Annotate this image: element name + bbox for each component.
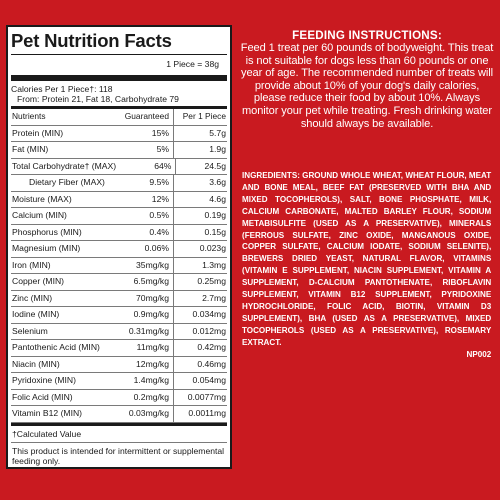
disclaimer: This product is intended for intermitten… [12,445,225,467]
footnote: †Calculated Value [11,426,227,443]
nutrient-rows: Protein (MIN) 15% 5.7g Fat (MIN) 5% 1.9g Total… [11,125,227,423]
serving-size: 1 Piece = 38g [166,59,219,69]
medium-divider [11,106,227,109]
nutrition-title: Pet Nutrition Facts [11,30,227,55]
table-row: Dietary Fiber (MAX) 9.5% 3.6g [11,175,227,192]
nutrient-name: Fat (MIN) [12,144,49,154]
table-row: Iodine (MIN) 0.9mg/kg 0.034mg [11,307,227,324]
calories-breakdown: From: Protein 21, Fat 18, Carbohydrate 7… [17,94,179,104]
nutrient-name: Protein (MIN) [12,127,64,138]
ingredients-label: INGREDIENTS: [242,170,300,180]
guaranteed-value: 9.5% [111,175,174,191]
guaranteed-value: 12mg/kg [111,356,174,372]
guaranteed-value: 5% [111,142,174,158]
table-row: Folic Acid (MIN) 0.2mg/kg 0.0077mg [11,389,227,406]
guaranteed-value: 0.4% [111,224,174,240]
per-piece-value: 0.19g [204,210,226,220]
nutrient-name: Pyridoxine (MIN) [12,375,76,385]
table-row: Iron (MIN) 35mg/kg 1.3mg [11,257,227,274]
table-row: Vitamin B12 (MIN) 0.03mg/kg 0.0011mg [11,406,227,423]
table-row: Niacin (MIN) 12mg/kg 0.46mg [11,356,227,373]
footer-divider [11,422,227,426]
guaranteed-value: 0.5% [111,208,174,224]
feeding-instructions: FEEDING INSTRUCTIONS: Feed 1 treat per 6… [240,29,494,130]
product-code: NP002 [466,348,492,359]
table-row: Selenium 0.31mg/kg 0.012mg [11,323,227,340]
table-row: Copper (MIN) 6.5mg/kg 0.25mg [11,274,227,291]
per-piece-value: 1.9g [209,144,226,154]
guaranteed-value: 1.4mg/kg [111,373,174,389]
header-guaranteed: Guaranteed [111,109,174,125]
nutrient-name: Phosphorus (MIN) [12,226,82,237]
per-piece-value: 0.0077mg [187,391,226,402]
nutrient-name: Folic Acid (MIN) [12,391,73,402]
guaranteed-value: 35mg/kg [111,257,174,273]
ingredients-block: INGREDIENTS: GROUND WHOLE WHEAT, WHEAT F… [242,170,491,361]
header-nutrients: Nutrients [12,111,46,121]
table-row: Fat (MIN) 5% 1.9g [11,142,227,159]
per-piece-value: 0.023g [199,243,226,253]
guaranteed-value: 6.5mg/kg [111,274,174,290]
per-piece-value: 1.3mg [202,259,226,270]
per-piece-value: 0.42mg [197,342,226,352]
per-piece-value: 0.034mg [192,309,226,319]
per-piece-value: 24.5g [204,160,226,171]
table-row: Zinc (MIN) 70mg/kg 2.7mg [11,290,227,307]
nutrient-name: Iron (MIN) [12,259,51,270]
table-row: Calcium (MIN) 0.5% 0.19g [11,208,227,225]
per-piece-value: 0.46mg [197,358,226,369]
nutrient-name: Copper (MIN) [12,276,65,286]
guaranteed-value: 70mg/kg [111,290,174,306]
per-piece-value: 3.6g [209,177,226,187]
nutrient-name: Dietary Fiber (MAX) [29,177,105,187]
table-row: Phosphorus (MIN) 0.4% 0.15g [11,224,227,241]
per-piece-value: 0.0011mg [188,408,226,418]
table-row: Magnesium (MIN) 0.06% 0.023g [11,241,227,258]
feeding-text: Feed 1 treat per 60 pounds of bodyweight… [240,42,494,130]
nutrient-name: Niacin (MIN) [12,358,60,369]
table-header: Nutrients Guaranteed Per 1 Piece [11,109,227,126]
guaranteed-value: 0.03mg/kg [111,406,174,422]
calories-line: Calories Per 1 Piece†: 118 [11,84,113,94]
per-piece-value: 0.054mg [192,375,226,385]
nutrient-name: Magnesium (MIN) [12,243,81,253]
nutrient-name: Total Carbohydrate† (MAX) [12,160,117,171]
nutrient-name: Zinc (MIN) [12,292,53,303]
table-row: Moisture (MAX) 12% 4.6g [11,191,227,208]
per-piece-value: 0.012mg [192,325,226,336]
feeding-title: FEEDING INSTRUCTIONS: [292,29,442,42]
table-row: Protein (MIN) 15% 5.7g [11,125,227,142]
nutrient-name: Selenium [12,325,48,336]
per-piece-value: 0.25mg [197,276,226,286]
nutrient-name: Pantothenic Acid (MIN) [12,342,100,352]
guaranteed-value: 15% [111,125,174,141]
per-piece-value: 2.7mg [202,292,226,303]
nutrient-name: Moisture (MAX) [12,193,72,204]
guaranteed-value: 64% [116,158,177,174]
nutrient-name: Calcium (MIN) [12,210,67,220]
table-row: Total Carbohydrate† (MAX) 64% 24.5g [11,158,227,175]
nutrient-name: Iodine (MIN) [12,309,60,319]
table-row: Pantothenic Acid (MIN) 11mg/kg 0.42mg [11,340,227,357]
thick-divider [11,75,227,81]
guaranteed-value: 11mg/kg [111,340,174,356]
per-piece-value: 0.15g [204,226,226,237]
guaranteed-value: 0.06% [111,241,174,257]
guaranteed-value: 0.2mg/kg [111,389,174,405]
ingredients-text: GROUND WHOLE WHEAT, WHEAT FLOUR, MEAT AN… [242,170,492,347]
guaranteed-value: 0.31mg/kg [111,323,174,339]
guaranteed-value: 12% [111,191,174,207]
guaranteed-value: 0.9mg/kg [111,307,174,323]
nutrition-facts-panel: Pet Nutrition Facts 1 Piece = 38g Calori… [6,25,232,469]
per-piece-value: 4.6g [209,193,226,204]
nutrient-name: Vitamin B12 (MIN) [12,408,83,418]
table-row: Pyridoxine (MIN) 1.4mg/kg 0.054mg [11,373,227,390]
per-piece-value: 5.7g [209,127,226,138]
header-per-piece: Per 1 Piece [182,111,226,121]
